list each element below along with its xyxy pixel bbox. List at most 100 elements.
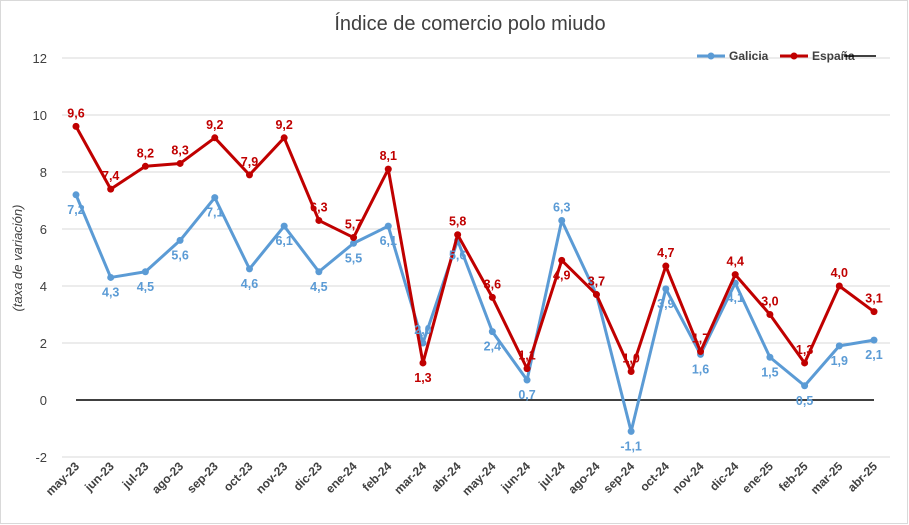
data-label-galicia: 0,5 [796, 394, 813, 408]
data-label-espana: 1,3 [796, 343, 813, 357]
data-point-galicia [280, 222, 288, 230]
data-point-espana [315, 216, 323, 224]
data-label-espana: 1,0 [622, 352, 639, 366]
data-point-galicia [141, 268, 149, 276]
data-label-galicia: 4,3 [102, 285, 119, 299]
y-tick-label: 4 [40, 279, 47, 294]
gridlines [62, 57, 890, 458]
y-axis-label: (taxa de variación) [10, 205, 25, 312]
data-point-espana [558, 256, 566, 264]
data-point-espana [697, 348, 705, 356]
data-label-galicia: 4,5 [137, 280, 154, 294]
data-point-espana [141, 162, 149, 170]
data-point-espana [801, 359, 809, 367]
data-label-galicia: 6,1 [275, 234, 292, 248]
y-tick-label: 8 [40, 165, 47, 180]
data-label-galicia: 2,1 [865, 348, 882, 362]
data-labels: 7,2 4,3 4,5 5,6 7,1 4,6 6,1 4,5 5,5 6,1 2,0 5,6 2,4 0… [67, 106, 882, 453]
chart-title: Índice de comercio polo miudo [334, 12, 605, 35]
data-label-espana: 3,0 [761, 295, 778, 309]
data-point-galicia [766, 353, 774, 361]
data-point-galicia [870, 336, 878, 344]
data-label-espana: 3,7 [588, 275, 605, 289]
data-point-galicia [315, 268, 323, 276]
data-label-espana: 4,9 [553, 268, 570, 282]
data-point-espana [627, 368, 635, 375]
data-label-galicia: 5,5 [345, 251, 362, 265]
legend-marker-espana [790, 52, 798, 60]
data-point-galicia [107, 273, 115, 281]
data-point-galicia [523, 376, 531, 384]
data-label-galicia: 0,7 [518, 388, 535, 402]
data-label-espana: 1,3 [414, 371, 431, 385]
y-tick-label: 12 [33, 51, 47, 66]
data-point-espana [384, 165, 392, 173]
data-point-galicia [211, 194, 219, 202]
data-label-espana: 7,4 [102, 169, 119, 183]
y-axis-ticks: -2 0 2 4 6 8 10 12 [33, 51, 47, 465]
data-label-galicia: -1,1 [620, 439, 642, 453]
legend-marker-galicia [707, 52, 715, 60]
y-tick-label: 2 [40, 336, 47, 351]
data-point-espana [245, 171, 253, 179]
data-point-espana [107, 185, 115, 193]
data-point-espana [454, 231, 462, 239]
series-line-galicia [74, 194, 875, 433]
data-label-espana: 3,6 [484, 277, 501, 291]
data-label-galicia: 1,6 [692, 362, 709, 376]
data-label-espana: 9,2 [275, 118, 292, 132]
data-point-espana [211, 134, 219, 142]
data-point-galicia [350, 239, 358, 247]
data-label-espana: 4,7 [657, 246, 674, 260]
legend-label-espana: España [812, 49, 855, 63]
data-label-galicia: 2,0 [414, 323, 431, 337]
legend-label-galicia: Galicia [729, 49, 769, 63]
data-label-galicia: 2,4 [484, 340, 501, 354]
data-point-galicia [245, 265, 253, 273]
data-point-espana [592, 291, 600, 299]
data-label-galicia: 4,6 [241, 277, 258, 291]
data-point-galicia [662, 285, 670, 293]
y-tick-label: -2 [35, 450, 47, 465]
data-label-galicia: 6,3 [553, 200, 570, 214]
data-label-espana: 4,4 [727, 255, 744, 269]
data-point-galicia [558, 216, 566, 224]
data-point-espana [488, 293, 496, 301]
data-label-espana: 3,1 [865, 292, 882, 306]
data-label-espana: 8,2 [137, 146, 154, 160]
series-line-espana [74, 125, 875, 373]
legend: Galicia España [697, 49, 876, 63]
data-point-galicia [835, 342, 843, 350]
data-label-espana: 7,9 [241, 155, 258, 169]
data-point-galicia [176, 236, 184, 244]
data-label-espana: 8,1 [380, 149, 397, 163]
data-label-galicia: 7,2 [67, 203, 84, 217]
data-point-espana [419, 359, 427, 367]
data-point-espana [523, 365, 531, 373]
data-point-espana [835, 282, 843, 290]
data-point-galicia [801, 382, 809, 390]
data-label-galicia: 4,1 [727, 291, 744, 305]
data-point-espana [662, 262, 670, 270]
data-label-espana: 9,6 [67, 106, 84, 120]
series-lines [72, 122, 878, 435]
data-label-espana: 9,2 [206, 118, 223, 132]
y-tick-label: 0 [40, 393, 47, 408]
data-label-espana: 1,1 [518, 349, 535, 363]
data-point-espana [350, 234, 358, 242]
data-label-galicia: 1,9 [831, 354, 848, 368]
data-point-espana [731, 271, 739, 279]
data-point-espana [870, 308, 878, 316]
data-label-galicia: 6,1 [380, 234, 397, 248]
data-label-galicia: 7,1 [206, 206, 223, 220]
data-label-galicia: 4,5 [310, 280, 327, 294]
data-label-galicia: 5,6 [449, 248, 466, 262]
data-point-galicia [627, 427, 635, 435]
data-point-espana [72, 122, 80, 130]
data-label-espana: 4,0 [831, 266, 848, 280]
data-label-espana: 1,7 [692, 332, 709, 346]
data-point-galicia [384, 222, 392, 230]
data-label-espana: 8,3 [171, 143, 188, 157]
